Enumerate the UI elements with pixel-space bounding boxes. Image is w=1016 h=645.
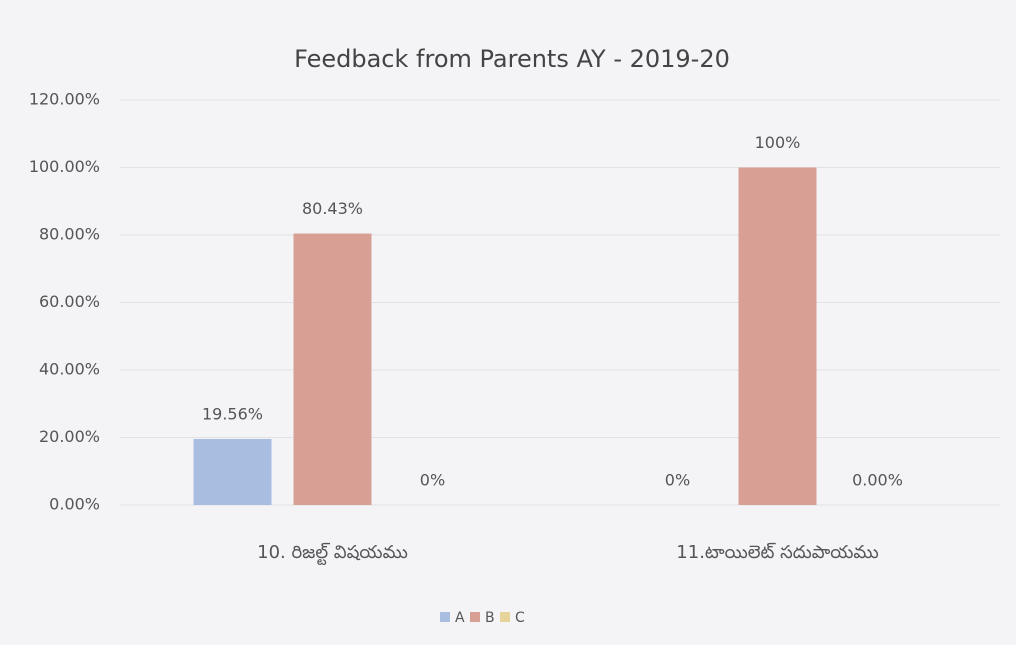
data-label: 19.56% [202, 404, 263, 423]
y-tick-label: 60.00% [39, 292, 100, 311]
legend-swatch [500, 612, 510, 622]
data-label: 0% [420, 471, 445, 490]
legend-label: C [515, 610, 525, 626]
bar [194, 439, 272, 505]
legend-swatch [470, 612, 480, 622]
data-label: 100% [755, 133, 801, 152]
x-tick-label: 11.టాయిలెట్ సదుపాయము [676, 542, 878, 563]
y-tick-label: 120.00% [29, 90, 100, 109]
chart: Feedback from Parents AY - 2019-20 0.00%… [0, 0, 1016, 645]
x-tick-label: 10. రిజల్ట్ విషయము [257, 542, 408, 565]
bar [739, 168, 817, 506]
y-tick-label: 100.00% [29, 157, 100, 176]
data-label: 80.43% [302, 199, 363, 218]
chart-title: Feedback from Parents AY - 2019-20 [294, 45, 730, 73]
y-tick-label: 80.00% [39, 225, 100, 244]
y-tick-label: 0.00% [49, 495, 100, 514]
y-tick-label: 20.00% [39, 427, 100, 446]
y-tick-label: 40.00% [39, 360, 100, 379]
data-label: 0% [665, 471, 690, 490]
legend-label: A [455, 610, 465, 626]
legend-swatch [440, 612, 450, 622]
data-label: 0.00% [852, 471, 903, 490]
legend-label: B [485, 610, 495, 626]
bar [294, 234, 372, 505]
